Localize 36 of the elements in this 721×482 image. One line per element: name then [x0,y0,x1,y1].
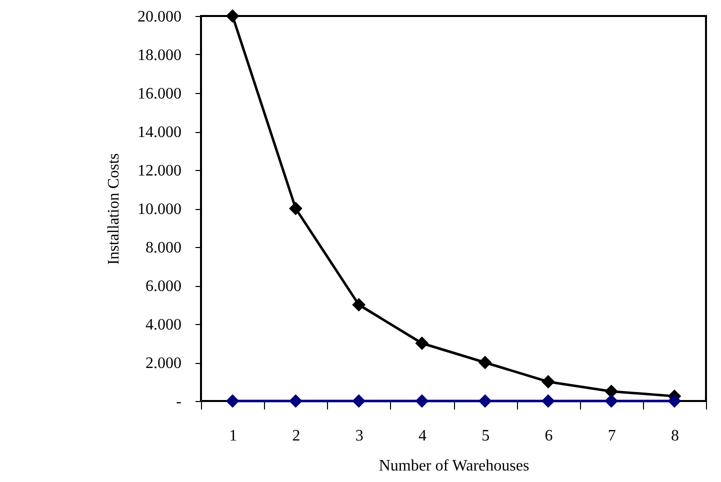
y-tick-label: 6.000 [146,278,182,295]
y-axis-title: Installation Costs [106,153,122,265]
x-tick-label: 5 [482,428,490,444]
x-tick-label: 1 [229,428,238,444]
point [226,394,240,408]
x-axis-title: Number of Warehouses [378,458,530,474]
point [352,394,366,408]
point [415,394,429,408]
x-tick-label: 2 [292,428,300,444]
point [541,394,555,408]
x-tick-label: 8 [670,428,679,444]
point [668,394,682,408]
point [478,394,492,408]
y-tick-label: 4.000 [146,316,182,334]
x-tick-label: 4 [418,428,426,444]
y-tick-label: 10.000 [138,201,182,218]
x-tick-label: 6 [544,428,553,444]
y-tick-label: 16.000 [138,86,182,102]
point [288,202,302,216]
y-tick-label: 2.000 [146,355,182,372]
point [478,356,492,370]
y-tick-label: 12.000 [138,162,182,180]
point [604,384,618,398]
point [352,298,366,312]
point [288,394,302,408]
y-tick-label: 18.000 [138,47,182,64]
point [415,336,429,350]
x-tick-label: 7 [608,428,616,444]
point [604,394,618,408]
y-tick-label: 20.000 [138,8,182,26]
y-tick-label: 8.000 [146,240,182,256]
y-tick-label: - [176,394,182,410]
x-tick-label: 3 [355,428,364,444]
point [541,375,555,388]
point [226,9,240,23]
y-tick-label: 14.000 [138,124,182,141]
